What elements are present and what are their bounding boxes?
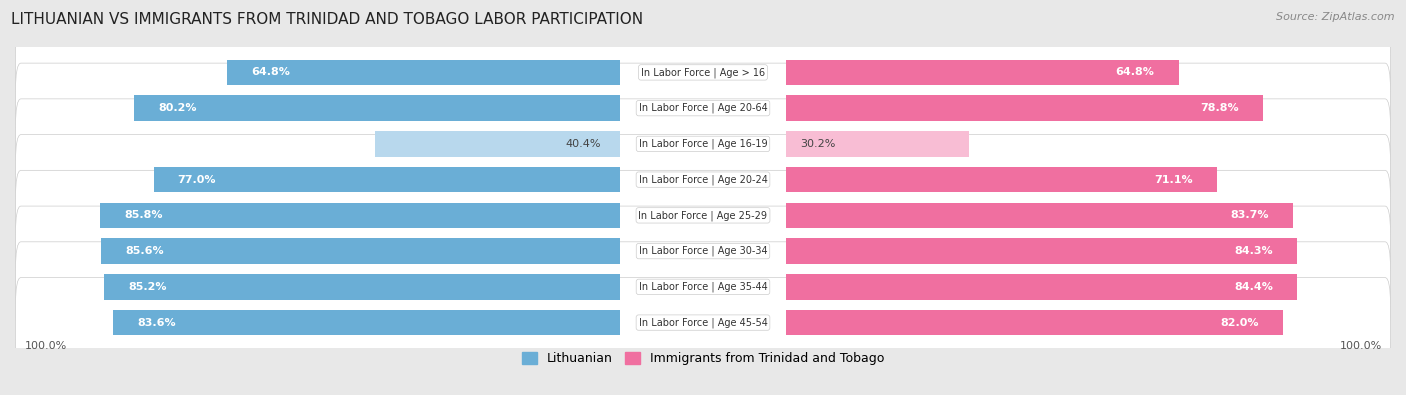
Text: In Labor Force | Age 16-19: In Labor Force | Age 16-19 <box>638 139 768 149</box>
Text: In Labor Force | Age 20-24: In Labor Force | Age 20-24 <box>638 174 768 185</box>
Bar <box>786 95 1264 121</box>
Text: In Labor Force | Age 45-54: In Labor Force | Age 45-54 <box>638 317 768 328</box>
Text: 85.6%: 85.6% <box>125 246 165 256</box>
Text: In Labor Force | Age 20-64: In Labor Force | Age 20-64 <box>638 103 768 113</box>
Text: Source: ZipAtlas.com: Source: ZipAtlas.com <box>1277 12 1395 22</box>
Text: In Labor Force | Age > 16: In Labor Force | Age > 16 <box>641 67 765 78</box>
Text: 100.0%: 100.0% <box>24 341 66 351</box>
FancyBboxPatch shape <box>15 170 1391 260</box>
Text: 85.8%: 85.8% <box>124 211 163 220</box>
Bar <box>786 167 1216 192</box>
Text: 71.1%: 71.1% <box>1154 175 1192 184</box>
Bar <box>786 274 1298 300</box>
Bar <box>786 203 1294 228</box>
Text: 30.2%: 30.2% <box>800 139 835 149</box>
Bar <box>101 238 620 264</box>
FancyBboxPatch shape <box>15 135 1391 225</box>
Bar <box>153 167 620 192</box>
Text: 78.8%: 78.8% <box>1201 103 1239 113</box>
Bar <box>786 60 1178 85</box>
Text: 100.0%: 100.0% <box>1340 341 1382 351</box>
FancyBboxPatch shape <box>15 63 1391 153</box>
Text: 82.0%: 82.0% <box>1220 318 1258 327</box>
Bar <box>114 310 620 335</box>
Text: 83.6%: 83.6% <box>138 318 176 327</box>
Bar <box>786 131 969 157</box>
Bar <box>228 60 620 85</box>
Bar <box>134 95 620 121</box>
FancyBboxPatch shape <box>15 278 1391 368</box>
Text: 85.2%: 85.2% <box>128 282 166 292</box>
Text: 84.4%: 84.4% <box>1234 282 1274 292</box>
Bar <box>786 310 1282 335</box>
Text: 83.7%: 83.7% <box>1230 211 1270 220</box>
Text: 84.3%: 84.3% <box>1234 246 1272 256</box>
Text: 64.8%: 64.8% <box>1115 68 1154 77</box>
FancyBboxPatch shape <box>15 242 1391 332</box>
Text: 77.0%: 77.0% <box>177 175 217 184</box>
FancyBboxPatch shape <box>15 206 1391 296</box>
Text: In Labor Force | Age 30-34: In Labor Force | Age 30-34 <box>638 246 768 256</box>
Text: In Labor Force | Age 25-29: In Labor Force | Age 25-29 <box>638 210 768 221</box>
Text: 64.8%: 64.8% <box>252 68 291 77</box>
Text: 40.4%: 40.4% <box>565 139 600 149</box>
Bar <box>100 203 620 228</box>
Text: 80.2%: 80.2% <box>159 103 197 113</box>
Legend: Lithuanian, Immigrants from Trinidad and Tobago: Lithuanian, Immigrants from Trinidad and… <box>522 352 884 365</box>
Text: In Labor Force | Age 35-44: In Labor Force | Age 35-44 <box>638 282 768 292</box>
Bar <box>786 238 1296 264</box>
FancyBboxPatch shape <box>15 27 1391 117</box>
Bar <box>375 131 620 157</box>
Text: LITHUANIAN VS IMMIGRANTS FROM TRINIDAD AND TOBAGO LABOR PARTICIPATION: LITHUANIAN VS IMMIGRANTS FROM TRINIDAD A… <box>11 12 644 27</box>
Bar <box>104 274 620 300</box>
FancyBboxPatch shape <box>15 99 1391 189</box>
